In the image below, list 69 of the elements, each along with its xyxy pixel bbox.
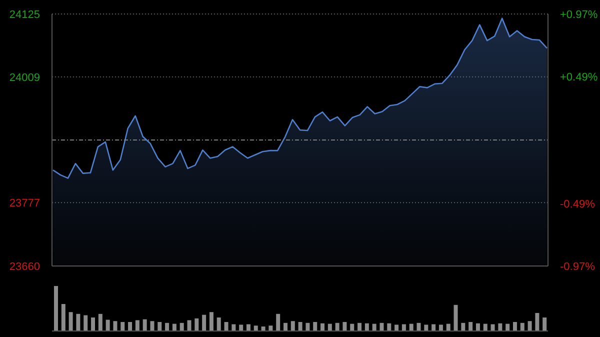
bar: [483, 324, 488, 331]
bar: [328, 324, 332, 331]
bar: [298, 322, 302, 331]
bar: [84, 315, 88, 331]
bar: [512, 322, 517, 331]
bar: [135, 320, 140, 331]
bar: [172, 324, 176, 331]
bar: [535, 313, 540, 331]
bar: [313, 322, 318, 331]
bar: [350, 324, 354, 331]
y2-tick-label: +0.97%: [560, 9, 598, 21]
bar: [372, 324, 376, 331]
bar: [461, 322, 466, 331]
bar: [424, 324, 428, 331]
bar: [276, 314, 280, 331]
y2-tick-label: +0.49%: [560, 71, 598, 84]
bar: [438, 324, 443, 331]
bar: [165, 322, 170, 331]
bar: [476, 323, 480, 331]
bar: [498, 323, 502, 331]
y2-tick-label: -0.49%: [560, 198, 596, 211]
y-tick-label: 23777: [9, 198, 40, 210]
bar: [142, 319, 147, 331]
bar: [128, 322, 132, 331]
bar: [194, 318, 199, 331]
bar: [68, 312, 73, 331]
y-tick-label: 24009: [9, 72, 40, 84]
bar: [216, 318, 221, 331]
bar: [364, 323, 369, 331]
bar: [76, 314, 80, 331]
bar: [224, 322, 228, 331]
bar: [542, 318, 547, 331]
bar: [335, 322, 340, 331]
bar: [387, 323, 392, 331]
bar: [61, 304, 66, 331]
bar: [520, 322, 524, 331]
bar: [202, 314, 206, 331]
bar: [416, 322, 421, 331]
bar: [380, 322, 384, 331]
bar: [468, 322, 473, 331]
bar: [209, 312, 214, 331]
bar: [283, 322, 288, 331]
bar: [290, 321, 295, 331]
y-tick-label: 23660: [9, 261, 40, 273]
bar: [54, 286, 58, 331]
bar: [358, 322, 362, 331]
bar: [150, 321, 154, 331]
bar: [239, 324, 244, 331]
bar: [306, 322, 310, 331]
bar: [342, 322, 347, 331]
bar: [254, 326, 258, 331]
bar: [394, 324, 399, 331]
bar: [120, 322, 125, 331]
bar: [528, 321, 532, 331]
bar: [113, 321, 118, 331]
bar: [106, 320, 110, 331]
y-tick-label: 24125: [9, 9, 40, 21]
bar: [180, 322, 184, 331]
bar: [506, 324, 510, 331]
bar: [268, 326, 273, 331]
bar: [187, 320, 192, 331]
bar: [409, 324, 414, 331]
bar: [320, 323, 325, 331]
bar: [454, 304, 458, 331]
y2-tick-label: -0.97%: [560, 261, 596, 273]
bar: [98, 314, 102, 331]
bar: [158, 322, 162, 331]
bar: [91, 318, 96, 331]
bar: [446, 324, 450, 331]
